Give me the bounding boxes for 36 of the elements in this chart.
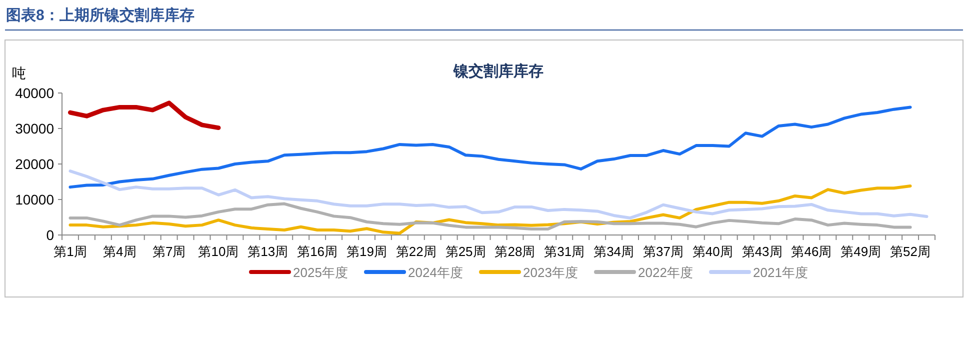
x-tick-label: 第43周: [742, 244, 782, 259]
legend-label: 2022年度: [638, 265, 693, 280]
legend-label: 2021年度: [753, 265, 808, 280]
x-tick-label: 第16周: [297, 244, 338, 259]
chart-title: 图表8：上期所镍交割库库存: [6, 6, 194, 24]
y-tick-label: 20000: [15, 156, 54, 172]
y-tick-label: 10000: [15, 192, 54, 208]
x-tick-label: 第46周: [791, 244, 832, 259]
y-axis-title: 吨: [12, 65, 26, 81]
x-tick-label: 第22周: [396, 244, 436, 259]
legend-label: 2025年度: [293, 265, 348, 280]
line-series: [68, 202, 912, 230]
legend-label: 2024年度: [408, 265, 463, 280]
x-tick-label: 第28周: [494, 244, 536, 259]
x-tick-label: 第1周: [54, 244, 87, 259]
x-tick-label: 第7周: [152, 244, 186, 259]
x-tick-label: 第40周: [692, 244, 733, 259]
x-tick-label: 第25周: [445, 244, 486, 259]
y-tick-label: 0: [46, 227, 54, 243]
chart-subtitle: 镍交割库库存: [452, 62, 544, 80]
x-tick-label: 第10周: [198, 244, 239, 259]
y-tick-label: 40000: [15, 85, 54, 101]
x-tick-label: 第13周: [248, 244, 288, 259]
x-tick-label: 第34周: [594, 244, 634, 259]
x-tick-label: 第49周: [840, 244, 882, 259]
legend-label: 2023年度: [523, 265, 578, 280]
x-tick-label: 第19周: [346, 244, 387, 259]
line-series: [68, 106, 912, 189]
x-tick-label: 第37周: [642, 244, 684, 259]
y-tick-label: 30000: [15, 120, 54, 136]
line-series: [68, 170, 928, 220]
line-series: [68, 184, 912, 235]
line-series: [68, 100, 221, 130]
x-tick-label: 第52周: [890, 244, 931, 259]
x-tick-label: 第4周: [103, 244, 136, 259]
x-tick-label: 第31周: [544, 244, 585, 259]
